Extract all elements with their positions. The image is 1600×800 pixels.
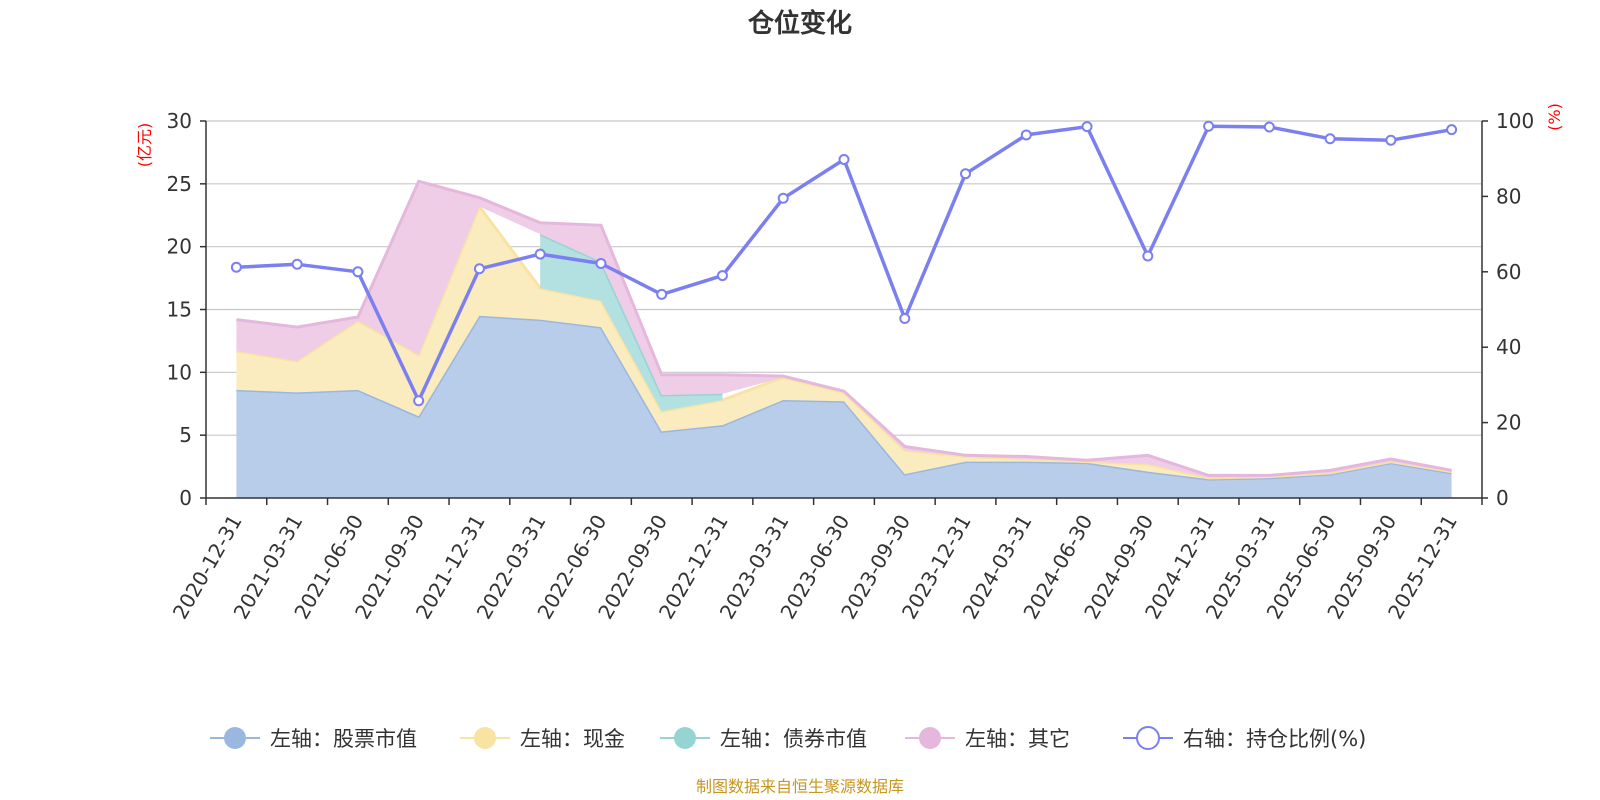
ratio-point [230, 261, 242, 273]
left-axis-tick-label: 10 [167, 360, 192, 384]
ratio-point [473, 263, 485, 275]
area-series-2 [540, 234, 723, 412]
stacked-areas [236, 179, 1452, 498]
legend-label: 右轴：持仓比例(%) [1183, 727, 1366, 751]
ratio-point [413, 395, 425, 407]
ratio-point [1324, 133, 1336, 145]
legend-marker [224, 727, 246, 749]
ratio-point [1020, 129, 1032, 141]
legend-item: 右轴：持仓比例(%) [1123, 726, 1366, 751]
legend-marker [474, 727, 496, 749]
legend-item: 左轴：其它 [905, 727, 1070, 751]
ratio-point [838, 153, 850, 165]
legend-item: 左轴：现金 [460, 727, 625, 751]
ratio-point [1446, 124, 1458, 136]
left-axis-tick-label: 5 [179, 423, 192, 447]
left-axis-tick-label: 0 [179, 486, 192, 510]
area-edge-series-3 [236, 179, 1452, 477]
legend-label: 左轴：债券市值 [720, 727, 867, 751]
legend-item: 左轴：债券市值 [660, 727, 867, 751]
ratio-point [899, 313, 911, 325]
right-axis-tick-label: 40 [1496, 335, 1521, 359]
chart-title: 仓位变化 [747, 8, 852, 39]
ratio-point [1263, 121, 1275, 133]
ratio-point [777, 192, 789, 204]
area-series-0 [236, 315, 1452, 498]
legend-label: 左轴：其它 [965, 727, 1070, 751]
legend-marker [674, 727, 696, 749]
ratio-point [1385, 134, 1397, 146]
ratio-point [1203, 120, 1215, 132]
left-axis-tick-label: 20 [167, 235, 192, 259]
ratio-point [1142, 250, 1154, 262]
ratio-point [352, 266, 364, 278]
legend: 左轴：股票市值 左轴：现金 左轴：债券市值 左轴：其它 右轴：持仓比例(%) [210, 726, 1366, 751]
legend-label: 左轴：股票市值 [270, 727, 417, 751]
ratio-point [595, 258, 607, 270]
legend-label: 左轴：现金 [520, 727, 625, 751]
right-axis-tick-label: 60 [1496, 260, 1521, 284]
legend-marker [919, 727, 941, 749]
data-source-note: 制图数据来自恒生聚源数据库 [696, 777, 904, 796]
legend-marker [1136, 726, 1160, 750]
ratio-point [656, 288, 668, 300]
right-axis-tick-label: 80 [1496, 184, 1521, 208]
ratio-point [291, 258, 303, 270]
ratio-point [716, 270, 728, 282]
legend-item: 左轴：股票市值 [210, 727, 417, 751]
position-ratio-line [230, 120, 1458, 407]
ratio-point [1081, 121, 1093, 133]
ratio-point [960, 168, 972, 180]
right-axis-unit: (%) [1545, 103, 1564, 131]
left-axis-unit: (亿元) [135, 123, 154, 168]
right-axis-tick-label: 100 [1496, 109, 1534, 133]
left-axis-tick-label: 15 [167, 298, 192, 322]
ratio-point [534, 248, 546, 260]
left-axis-tick-label: 30 [167, 109, 192, 133]
right-axis-tick-label: 20 [1496, 411, 1521, 435]
left-axis-tick-label: 25 [167, 172, 192, 196]
right-axis-tick-label: 0 [1496, 486, 1509, 510]
